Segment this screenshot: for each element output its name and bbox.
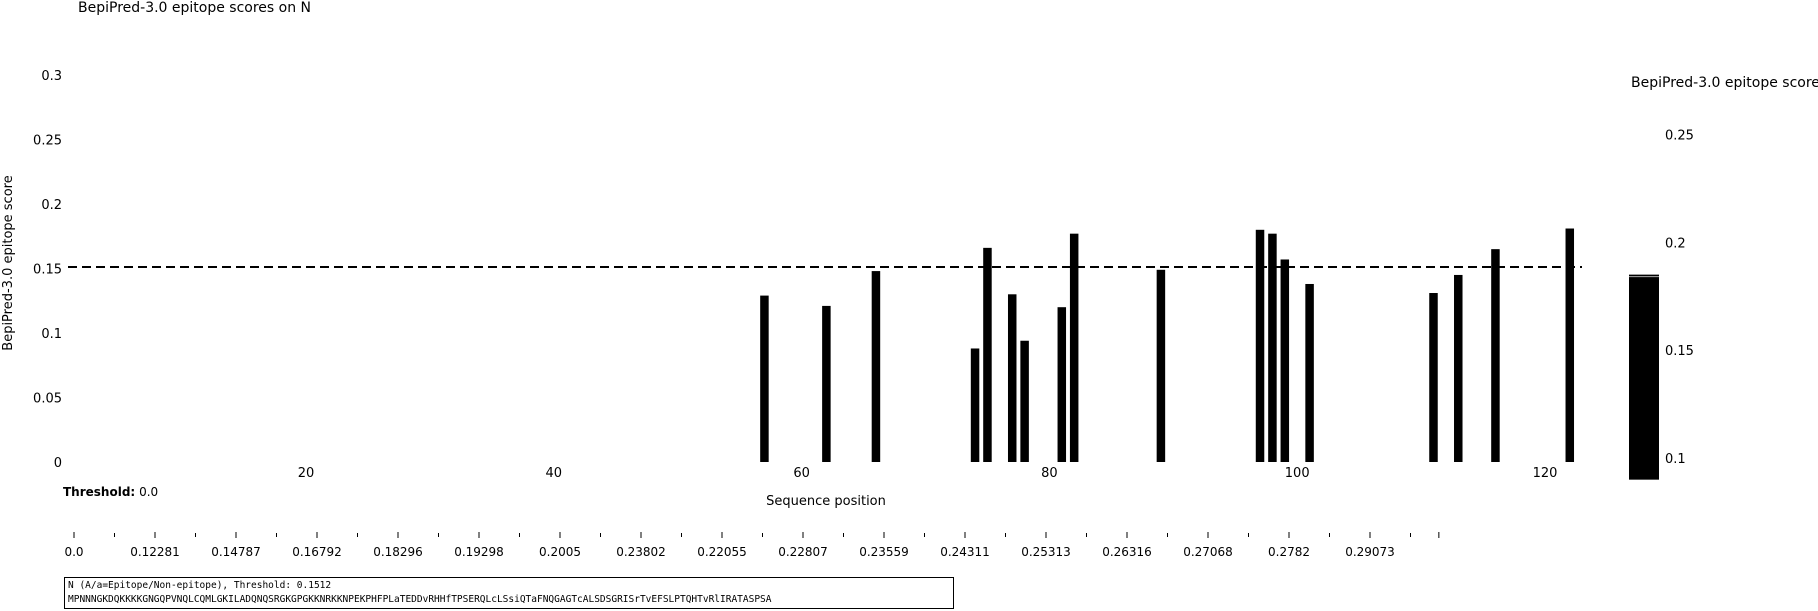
y-axis-label: BepiPred-3.0 epitope score: [1, 175, 16, 350]
epitope-bar[interactable]: [1268, 233, 1277, 462]
epitope-bar[interactable]: [760, 295, 769, 462]
x-tick-label: 100: [1285, 466, 1310, 481]
epitope-bar[interactable]: [1069, 233, 1079, 462]
epitope-bar[interactable]: [1305, 283, 1314, 462]
y-tick-label: 0.3: [41, 69, 62, 84]
slider-tick-label[interactable]: 0.18296: [373, 545, 423, 559]
x-tick-label: 20: [298, 466, 315, 481]
epitope-bar[interactable]: [970, 348, 980, 462]
colorbar-label: BepiPred-3.0 epitope score: [1631, 75, 1818, 91]
x-axis-label: Sequence position: [766, 494, 886, 509]
epitope-bar[interactable]: [822, 305, 831, 462]
slider-tick-label[interactable]: 0.16792: [292, 545, 342, 559]
x-tick-label: 60: [793, 466, 810, 481]
slider-tick-label[interactable]: 0.14787: [211, 545, 261, 559]
epitope-bar[interactable]: [1491, 249, 1500, 462]
colorbar: 0.25 0.2 0.15 0.1: [1629, 128, 1694, 480]
slider-tick-label[interactable]: 0.29073: [1345, 545, 1395, 559]
epitope-bar[interactable]: [1007, 294, 1017, 462]
slider-tick-label[interactable]: 0.22807: [778, 545, 828, 559]
epitope-bar[interactable]: [1255, 229, 1265, 462]
slider-tick-label[interactable]: 0.0: [64, 545, 83, 559]
threshold-readout-label: Threshold: [63, 485, 131, 499]
slider-tick-label[interactable]: 0.24311: [940, 545, 990, 559]
slider-tick-label[interactable]: 0.23802: [616, 545, 666, 559]
bar-series[interactable]: [760, 228, 1575, 462]
sequence-header: N (A/a=Epitope/Non-epitope), Threshold: …: [68, 580, 332, 591]
chart-title: BepiPred-3.0 epitope scores on N: [78, 0, 311, 16]
sequence-residues: MPNNNGKDQKKKKGNGQPVNQLCQMLGKILADQNQSRGKG…: [68, 594, 772, 605]
slider-tick-label[interactable]: 0.19298: [454, 545, 504, 559]
y-tick-label: 0.05: [33, 392, 62, 407]
x-tick-label: 40: [546, 466, 563, 481]
slider-tick-label[interactable]: 0.26316: [1102, 545, 1152, 559]
epitope-bar[interactable]: [1565, 228, 1575, 462]
epitope-bar[interactable]: [1454, 274, 1463, 462]
colorbar-tick-label: 0.1: [1665, 452, 1686, 467]
epitope-bar[interactable]: [1156, 269, 1166, 462]
colorbar-tick-label: 0.2: [1665, 236, 1686, 251]
y-tick-label: 0: [54, 456, 62, 471]
sequence-box: N (A/a=Epitope/Non-epitope), Threshold: …: [64, 577, 954, 609]
slider-tick-label[interactable]: 0.23559: [859, 545, 909, 559]
y-axis-ticks: 0 0.05 0.1 0.15 0.2 0.25 0.3: [33, 69, 62, 471]
threshold-slider[interactable]: 0.0 0.12281 0.14787 0.16792 0.18296 0.19298 0.…: [64, 532, 1440, 559]
slider-tick-label[interactable]: 0.2782: [1268, 545, 1310, 559]
slider-tick-label[interactable]: 0.25313: [1021, 545, 1071, 559]
slider-tick-label[interactable]: 0.12281: [130, 545, 180, 559]
y-tick-label: 0.2: [41, 198, 62, 213]
epitope-bar[interactable]: [1057, 307, 1067, 462]
y-tick-label: 0.1: [41, 327, 62, 342]
slider-tick-label[interactable]: 0.22055: [697, 545, 747, 559]
threshold-readout: Threshold: 0.0: [63, 485, 159, 499]
y-tick-label: 0.15: [33, 263, 62, 278]
epitope-bar[interactable]: [871, 271, 881, 462]
x-tick-label: 80: [1041, 466, 1058, 481]
epitope-bar[interactable]: [983, 247, 992, 462]
threshold-readout-value: 0.0: [139, 485, 159, 499]
epitope-bar[interactable]: [1280, 259, 1290, 462]
epitope-bar[interactable]: [1020, 340, 1029, 462]
x-tick-label: 120: [1533, 466, 1558, 481]
colorbar-tick-label: 0.25: [1665, 128, 1694, 143]
x-axis-ticks: 20 40 60 80 100 120: [298, 466, 1558, 481]
epitope-bar[interactable]: [1429, 293, 1438, 462]
colorbar-fill: [1629, 274, 1659, 480]
slider-tick-label[interactable]: 0.2005: [539, 545, 581, 559]
y-tick-label: 0.25: [33, 134, 62, 149]
slider-tick-label[interactable]: 0.27068: [1183, 545, 1233, 559]
colorbar-tick-label: 0.15: [1665, 344, 1694, 359]
